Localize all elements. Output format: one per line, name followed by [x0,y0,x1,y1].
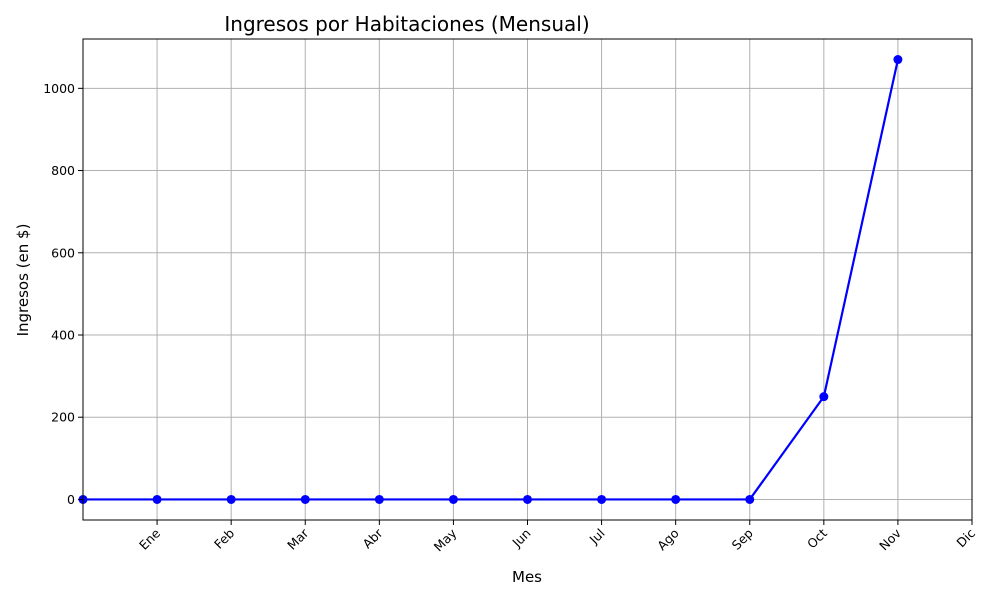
series-line [83,59,899,501]
y-tick-label: 1000 [43,81,75,96]
data-point [819,392,829,402]
data-point [671,494,681,504]
y-tick-label: 600 [51,245,75,260]
data-point [226,494,236,504]
data-point [300,494,310,504]
y-tick-label: 800 [51,163,75,178]
y-tick-label: 0 [67,492,75,507]
data-point [893,55,903,65]
data-point [448,494,458,504]
chart-title: Ingresos por Habitaciones (Mensual) [224,12,589,36]
y-tick-label: 200 [51,410,75,425]
data-point [745,494,755,504]
x-axis-label: Mes [512,568,542,586]
y-tick-label: 400 [51,328,75,343]
series-layer [78,55,903,504]
data-point [597,494,607,504]
data-point [374,494,384,504]
data-point [152,494,162,504]
data-point [523,494,532,504]
y-axis-label: Ingresos (en $) [14,224,32,337]
